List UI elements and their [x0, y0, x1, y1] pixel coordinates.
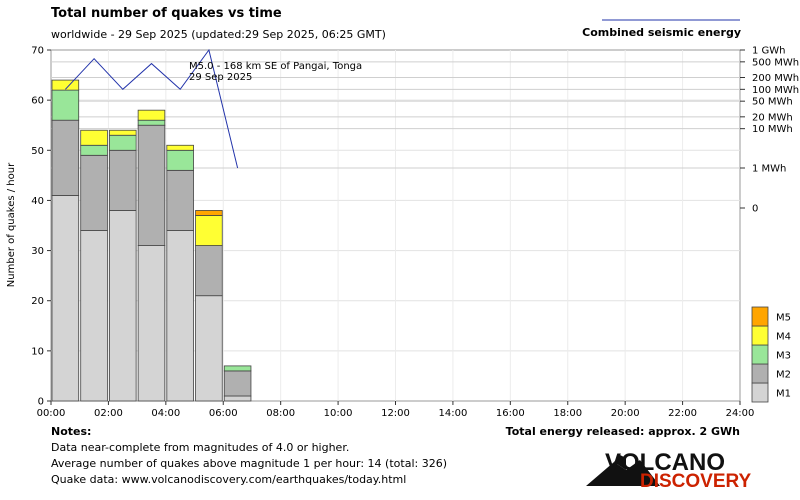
y-tick-label: 30: [31, 246, 44, 257]
x-tick-label: 22:00: [668, 408, 697, 419]
legend-label-m2: M2: [776, 370, 791, 381]
chart-title: Total number of quakes vs time: [51, 6, 282, 21]
x-tick-label: 20:00: [611, 408, 640, 419]
energy-tick-label: 10 MWh: [752, 124, 793, 135]
legend-label-m3: M3: [776, 351, 791, 362]
bar-segment-m3: [223, 365, 252, 372]
energy-tick-label: 100 MWh: [752, 85, 799, 96]
notes-line1: Data near-complete from magnitudes of 4.…: [51, 441, 349, 454]
legend-swatch-m5: [751, 306, 769, 327]
x-tick-label: 02:00: [94, 408, 123, 419]
x-tick-label: 06:00: [209, 408, 238, 419]
y-axis-label: Number of quakes / hour: [6, 162, 17, 287]
energy-tick-label: 200 MWh: [752, 73, 799, 84]
legend-swatch-m4: [751, 325, 769, 346]
energy-tick-label: 50 MWh: [752, 97, 793, 108]
legend-swatch-m1: [751, 382, 769, 403]
bar-segment-m2: [137, 124, 166, 246]
bar-segment-m2: [195, 245, 223, 297]
bar-segment-m1: [223, 395, 252, 402]
bars-group: [51, 79, 252, 402]
x-axis: 00:00 02:00 04:00 06:00 08:00 10:00 12:00 14:00…: [37, 401, 755, 419]
energy-tick-label: 1 MWh: [752, 164, 786, 175]
x-tick-label: 18:00: [553, 408, 582, 419]
x-tick-label: 12:00: [381, 408, 410, 419]
annotation-line1: M5.0 - 168 km SE of Pangai, Tonga: [189, 61, 362, 72]
x-tick-label: 14:00: [439, 408, 468, 419]
notes-line3: Quake data: www.volcanodiscovery.com/ear…: [51, 473, 406, 486]
legend-swatch-m3: [751, 344, 769, 365]
logo-word1: VOLCANO: [605, 449, 725, 476]
x-tick-label: 04:00: [151, 408, 180, 419]
legend-label-m5: M5: [776, 313, 791, 324]
bar-segment-m1: [80, 230, 108, 402]
y-tick-label: 70: [31, 46, 44, 57]
volcano-logo-icon: [586, 460, 660, 486]
x-tick-label: 16:00: [496, 408, 525, 419]
magnitude-legend: M1 M2 M3 M4 M5: [751, 306, 791, 403]
bar-segment-m1: [109, 210, 137, 402]
bar-segment-m3: [51, 89, 80, 121]
energy-total: Total energy released: approx. 2 GWh: [506, 425, 740, 438]
bar-segment-m4: [166, 144, 194, 151]
bar-segment-m5: [195, 210, 223, 216]
energy-tick-label: 0: [752, 204, 758, 215]
bar-segment-m1: [195, 295, 223, 402]
volcano-logo-crater: [614, 455, 626, 470]
bar-segment-m4: [109, 129, 137, 136]
bar-segment-m1: [51, 195, 80, 402]
bar-segment-m4: [195, 215, 223, 246]
logo-word2: DISCOVERY: [640, 471, 752, 492]
energy-legend-label: Combined seismic energy: [582, 26, 741, 39]
x-tick-label: 10:00: [324, 408, 353, 419]
bar-segment-m1: [166, 230, 194, 402]
bar-segment-m4: [137, 109, 166, 121]
energy-tick-label: 500 MWh: [752, 57, 799, 68]
bar-segment-m1: [137, 245, 166, 402]
energy-tick-label: 1 GWh: [752, 46, 786, 57]
legend-swatch-m2: [751, 363, 769, 384]
x-tick-label: 08:00: [266, 408, 295, 419]
y-tick-label: 10: [31, 346, 44, 357]
annotation-line2: 29 Sep 2025: [189, 72, 252, 83]
bar-segment-m3: [80, 144, 108, 156]
y-tick-label: 20: [31, 296, 44, 307]
bar-segment-m3: [137, 119, 166, 126]
bar-segment-m3: [109, 134, 137, 151]
bar-segment-m2: [166, 169, 194, 231]
y-tick-label: 0: [38, 397, 44, 408]
notes-heading: Notes:: [51, 425, 91, 438]
bar-segment-m2: [51, 119, 80, 196]
energy-line-group: [65, 48, 239, 169]
y-axis: 0 10 20 30 40 50 60 70: [31, 46, 51, 408]
x-tick-label: 24:00: [726, 408, 755, 419]
legend-label-m1: M1: [776, 389, 791, 400]
y-tick-label: 40: [31, 196, 44, 207]
bar-segment-m2: [80, 154, 108, 231]
bar-segment-m4: [51, 79, 80, 91]
energy-line: [65, 48, 239, 169]
chart-subtitle: worldwide - 29 Sep 2025 (updated:29 Sep …: [51, 28, 386, 41]
volcanodiscovery-logo: VOLCANO DISCOVERY: [586, 449, 752, 492]
bar-segment-m2: [109, 149, 137, 211]
bar-segment-m3: [166, 149, 194, 171]
energy-tick-label: 20 MWh: [752, 112, 793, 123]
x-tick-label: 00:00: [37, 408, 66, 419]
bar-segment-m4: [80, 129, 108, 146]
bar-segment-m2: [223, 370, 252, 397]
legend-label-m4: M4: [776, 332, 791, 343]
y-tick-label: 60: [31, 96, 44, 107]
y-tick-label: 50: [31, 146, 44, 157]
notes-line2: Average number of quakes above magnitude…: [51, 457, 447, 470]
